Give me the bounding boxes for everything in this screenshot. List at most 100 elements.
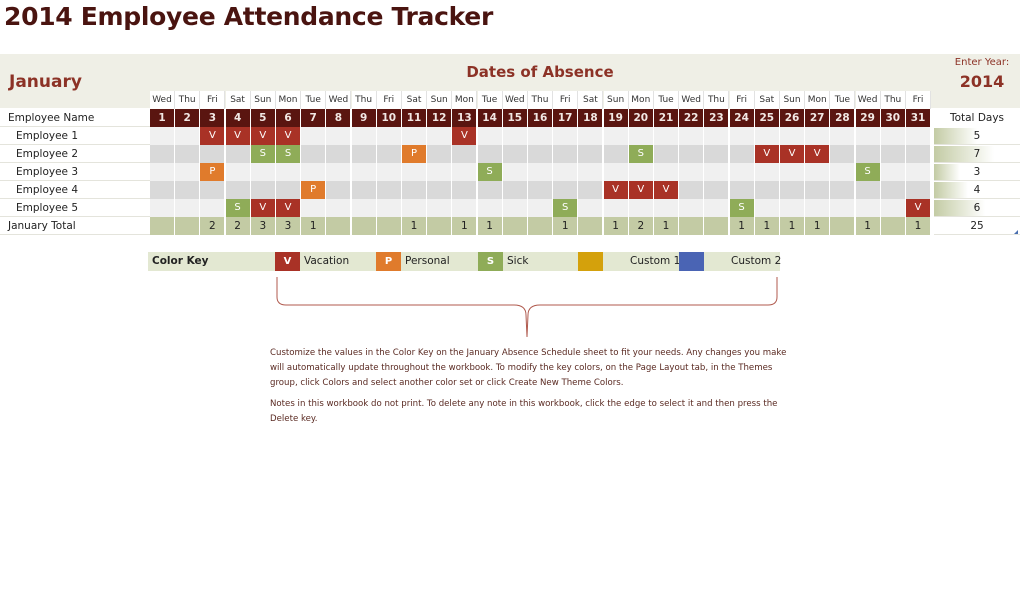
day-cell[interactable]: [553, 127, 579, 145]
day-cell[interactable]: [805, 181, 831, 199]
day-cell[interactable]: [301, 199, 327, 217]
day-cell[interactable]: [301, 163, 327, 181]
day-cell[interactable]: [326, 145, 352, 163]
employee-name[interactable]: Employee 4: [0, 181, 150, 199]
absence-cell[interactable]: S: [628, 145, 654, 163]
day-cell[interactable]: [452, 145, 478, 163]
day-cell[interactable]: [225, 181, 251, 199]
day-cell[interactable]: [654, 145, 679, 163]
day-cell[interactable]: [780, 181, 805, 199]
day-cell[interactable]: [225, 145, 251, 163]
year-input[interactable]: 2014: [959, 72, 1005, 91]
employee-name[interactable]: Employee 2: [0, 145, 150, 163]
day-cell[interactable]: [351, 181, 377, 199]
day-cell[interactable]: [528, 145, 553, 163]
color-swatch[interactable]: [679, 252, 704, 271]
absence-cell[interactable]: S: [553, 199, 579, 217]
absence-cell[interactable]: S: [729, 199, 755, 217]
day-cell[interactable]: [603, 127, 629, 145]
absence-cell[interactable]: S: [276, 145, 301, 163]
day-cell[interactable]: [628, 199, 654, 217]
day-cell[interactable]: [906, 163, 931, 181]
day-cell[interactable]: [502, 127, 528, 145]
absence-cell[interactable]: V: [250, 127, 276, 145]
absence-cell[interactable]: V: [603, 181, 629, 199]
day-cell[interactable]: [427, 127, 453, 145]
day-cell[interactable]: [326, 127, 352, 145]
day-cell[interactable]: [780, 199, 805, 217]
day-cell[interactable]: [452, 163, 478, 181]
day-cell[interactable]: [502, 199, 528, 217]
day-cell[interactable]: [780, 163, 805, 181]
day-cell[interactable]: [654, 127, 679, 145]
day-cell[interactable]: [150, 127, 175, 145]
instruction-note[interactable]: Customize the values in the Color Key on…: [270, 346, 800, 427]
day-cell[interactable]: [578, 163, 604, 181]
day-cell[interactable]: [855, 145, 881, 163]
color-key-label[interactable]: Custom 1: [630, 255, 681, 267]
absence-cell[interactable]: V: [200, 127, 226, 145]
day-cell[interactable]: [603, 199, 629, 217]
day-cell[interactable]: [855, 127, 881, 145]
day-cell[interactable]: [679, 127, 705, 145]
day-cell[interactable]: [452, 181, 478, 199]
day-cell[interactable]: [805, 199, 831, 217]
day-cell[interactable]: [906, 181, 931, 199]
absence-cell[interactable]: V: [906, 199, 931, 217]
day-cell[interactable]: [351, 199, 377, 217]
day-cell[interactable]: [578, 181, 604, 199]
day-cell[interactable]: [729, 163, 755, 181]
day-cell[interactable]: [603, 163, 629, 181]
day-cell[interactable]: [250, 163, 276, 181]
day-cell[interactable]: [200, 199, 226, 217]
absence-cell[interactable]: V: [276, 199, 301, 217]
day-cell[interactable]: [150, 145, 175, 163]
day-cell[interactable]: [729, 145, 755, 163]
day-cell[interactable]: [427, 181, 453, 199]
absence-cell[interactable]: V: [805, 145, 831, 163]
day-cell[interactable]: [855, 181, 881, 199]
day-cell[interactable]: [477, 127, 503, 145]
day-cell[interactable]: [880, 199, 906, 217]
day-cell[interactable]: [578, 145, 604, 163]
day-cell[interactable]: [502, 181, 528, 199]
day-cell[interactable]: [402, 163, 427, 181]
absence-cell[interactable]: V: [754, 145, 780, 163]
day-cell[interactable]: [528, 181, 553, 199]
day-cell[interactable]: [830, 181, 856, 199]
day-cell[interactable]: [326, 181, 352, 199]
day-cell[interactable]: [880, 145, 906, 163]
day-cell[interactable]: [628, 127, 654, 145]
day-cell[interactable]: [704, 199, 730, 217]
absence-cell[interactable]: S: [225, 199, 251, 217]
day-cell[interactable]: [301, 145, 327, 163]
day-cell[interactable]: [754, 181, 780, 199]
day-cell[interactable]: [906, 127, 931, 145]
day-cell[interactable]: [175, 181, 201, 199]
day-cell[interactable]: [427, 199, 453, 217]
day-cell[interactable]: [830, 127, 856, 145]
day-cell[interactable]: [553, 163, 579, 181]
day-cell[interactable]: [376, 145, 402, 163]
day-cell[interactable]: [830, 199, 856, 217]
day-cell[interactable]: [150, 199, 175, 217]
day-cell[interactable]: [553, 181, 579, 199]
day-cell[interactable]: [402, 181, 427, 199]
day-cell[interactable]: [477, 145, 503, 163]
day-cell[interactable]: [906, 145, 931, 163]
day-cell[interactable]: [477, 181, 503, 199]
day-cell[interactable]: [603, 145, 629, 163]
day-cell[interactable]: [855, 199, 881, 217]
day-cell[interactable]: [200, 145, 226, 163]
day-cell[interactable]: [704, 145, 730, 163]
color-swatch[interactable]: P: [376, 252, 401, 271]
color-key-label[interactable]: Personal: [405, 255, 450, 267]
day-cell[interactable]: [679, 181, 705, 199]
day-cell[interactable]: [830, 145, 856, 163]
day-cell[interactable]: [376, 163, 402, 181]
day-cell[interactable]: [200, 181, 226, 199]
day-cell[interactable]: [754, 163, 780, 181]
absence-cell[interactable]: S: [477, 163, 503, 181]
day-cell[interactable]: [175, 127, 201, 145]
day-cell[interactable]: [528, 127, 553, 145]
